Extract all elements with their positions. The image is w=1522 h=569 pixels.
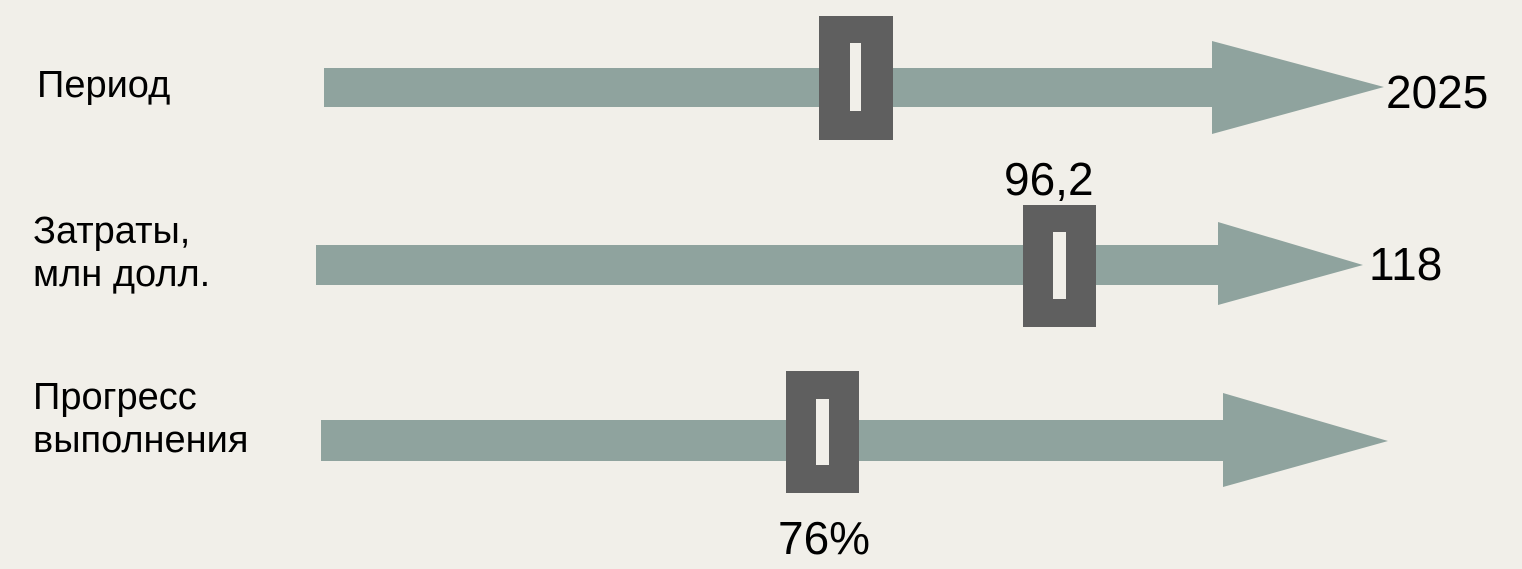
costs-label-line-1: Затраты, xyxy=(33,210,191,252)
progress-marker-value: 76% xyxy=(778,512,871,564)
progress-label-line-1: Прогресс xyxy=(33,376,197,418)
period-end-value: 2025 xyxy=(1386,66,1489,118)
costs-end-value: 118 xyxy=(1369,238,1443,290)
costs-label-line-2: млн долл. xyxy=(33,253,211,295)
costs-arrow xyxy=(316,222,1363,305)
progress-marker xyxy=(786,371,859,493)
period-label-line: Период xyxy=(37,64,171,106)
progress-label-line-2: выполнения xyxy=(33,419,249,461)
period-marker xyxy=(819,16,893,140)
period-label: Период xyxy=(37,64,170,107)
costs-marker-value: 96,2 xyxy=(1004,153,1094,205)
costs-label: Затраты, млн долл. xyxy=(33,210,210,296)
progress-label: Прогресс выполнения xyxy=(33,376,248,462)
costs-marker xyxy=(1023,205,1096,327)
